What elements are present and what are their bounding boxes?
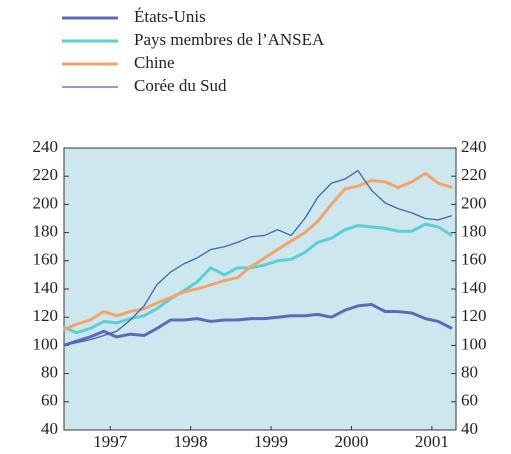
y2-tick-label: 200 <box>461 193 487 212</box>
y-tick-label: 180 <box>33 222 59 241</box>
x-tick-label: 2001 <box>415 432 449 451</box>
legend-label: Corée du Sud <box>134 76 227 95</box>
y-tick-label: 40 <box>41 419 58 438</box>
y-tick-label: 160 <box>33 250 59 269</box>
y2-tick-label: 60 <box>461 391 478 410</box>
y2-tick-label: 120 <box>461 306 487 325</box>
series-line <box>63 169 453 347</box>
y-tick-label: 220 <box>33 165 59 184</box>
plot-background <box>64 148 456 430</box>
legend-label: Chine <box>134 53 175 72</box>
y2-tick-label: 160 <box>461 250 487 269</box>
legend-label: Pays membres de l’ANSEA <box>134 30 325 49</box>
y2-tick-label: 80 <box>461 363 478 382</box>
legend-label: États-Unis <box>134 7 206 26</box>
y-tick-label: 140 <box>33 278 59 297</box>
y2-tick-label: 240 <box>461 137 487 156</box>
series-line <box>62 171 453 332</box>
y2-tick-label: 40 <box>461 419 478 438</box>
series-line <box>63 303 453 347</box>
y2-tick-label: 140 <box>461 278 487 297</box>
y-tick-label: 80 <box>41 363 58 382</box>
y-tick-label: 240 <box>33 137 59 156</box>
y-tick-label: 200 <box>33 193 59 212</box>
x-tick-label: 1998 <box>174 432 208 451</box>
y-tick-label: 60 <box>41 391 58 410</box>
x-tick-label: 1997 <box>93 432 128 451</box>
x-tick-label: 2000 <box>334 432 368 451</box>
y2-tick-label: 180 <box>461 222 487 241</box>
y2-tick-label: 100 <box>461 334 487 353</box>
y2-tick-label: 220 <box>461 165 487 184</box>
y-tick-label: 120 <box>33 306 59 325</box>
y-tick-label: 100 <box>33 334 59 353</box>
x-tick-label: 1999 <box>254 432 288 451</box>
series-line <box>62 222 453 335</box>
